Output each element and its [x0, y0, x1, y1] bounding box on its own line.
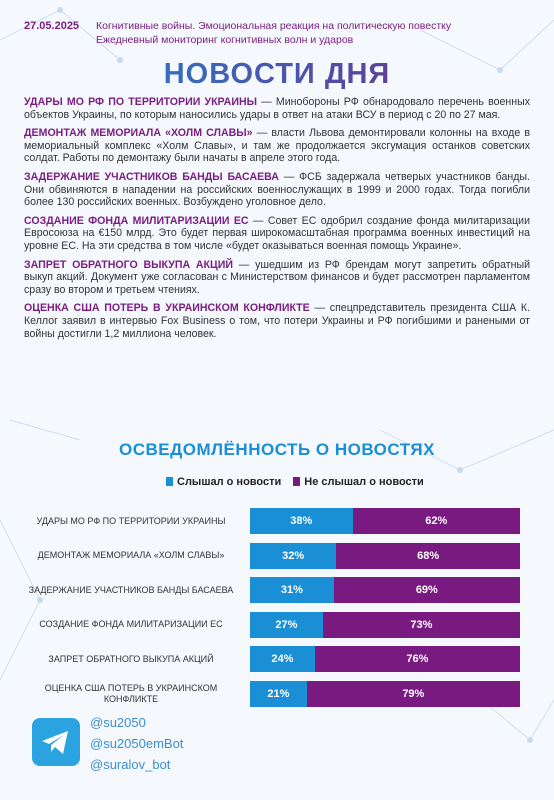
legend-swatch — [293, 477, 301, 486]
news-text: — ушедшим из РФ брендам могут запретить … — [24, 258, 531, 296]
value-label: 32% — [282, 549, 305, 562]
value-label: 62% — [425, 515, 448, 528]
chart-title: ОСВЕДОМЛЁННОСТЬ О НОВОСТЯХ — [119, 440, 435, 459]
value-label: 68% — [417, 549, 440, 562]
news-text: — Совет ЕС одобрил создание фонда милита… — [24, 214, 531, 252]
bar-track: 38% 62% — [250, 508, 520, 535]
handle: @su2050emBot — [90, 736, 184, 751]
news-title: ЗАДЕРЖАНИЕ УЧАСТНИКОВ БАНДЫ БАСАЕВА — [24, 170, 279, 183]
news-title: СОЗДАНИЕ ФОНДА МИЛИТАРИЗАЦИИ ЕС — [24, 214, 249, 227]
bar-track: 24% 76% — [250, 646, 520, 673]
chart-row: ЗАДЕРЖАНИЕ УЧАСТНИКОВ БАНДЫ БАСАЕВА 31% 69… — [24, 573, 534, 608]
value-label: 38% — [290, 515, 313, 528]
telegram-icon — [32, 718, 80, 766]
chart-row: ОЦЕНКА США ПОТЕРЬ В УКРАИНСКОМ КОНФЛИКТЕ… — [24, 677, 534, 712]
handle: @suralov_bot — [90, 757, 171, 772]
bar-track: 27% 73% — [250, 611, 520, 638]
news-title: УДАРЫ МО РФ ПО ТЕРРИТОРИИ УКРАИНЫ — [24, 96, 257, 108]
news-item: ЗАДЕРЖАНИЕ УЧАСТНИКОВ БАНДЫ БАСАЕВА — ФС… — [24, 171, 530, 209]
news-text: — спецпредставитель президента США К. Ке… — [24, 302, 531, 340]
bar-track: 31% 69% — [250, 577, 520, 604]
bar-segment: 68% — [336, 542, 520, 569]
header-line: Ежедневный мониторинг когнитивных волн и… — [96, 34, 354, 46]
bar-segment: 38% — [250, 508, 353, 535]
value-label: 76% — [406, 653, 429, 666]
news-text: — Минобороны РФ обнародовало перечень во… — [24, 96, 530, 121]
category-label: ЗАДЕРЖАНИЕ УЧАСТНИКОВ БАНДЫ БАСАЕВА — [28, 584, 234, 595]
page-title: НОВОСТИ ДНЯ — [0, 58, 554, 91]
news-title: ОЦЕНКА США ПОТЕРЬ В УКРАИНСКОМ КОНФЛИКТЕ — [24, 302, 310, 315]
chart: УДАРЫ МО РФ ПО ТЕРРИТОРИИ УКРАИНЫ 38% 62% Д… — [24, 504, 534, 711]
chart-row: СОЗДАНИЕ ФОНДА МИЛИТАРИЗАЦИИ ЕС 27% 73% — [24, 608, 534, 643]
bar-segment: 73% — [322, 611, 520, 638]
legend-entry: Слышал о новости — [166, 476, 281, 488]
bar-track: 21% 79% — [250, 680, 520, 707]
chart-row: УДАРЫ МО РФ ПО ТЕРРИТОРИИ УКРАИНЫ 38% 62% — [24, 504, 534, 539]
bar-segment: 21% — [250, 680, 307, 707]
legend-swatch — [166, 477, 173, 486]
chart-row: ДЕМОНТАЖ МЕМОРИАЛА «ХОЛМ СЛАВЫ» 32% 68% — [24, 539, 534, 574]
category-label: ОЦЕНКА США ПОТЕРЬ В УКРАИНСКОМ КОНФЛИКТЕ — [44, 682, 218, 704]
category-label: СОЗДАНИЕ ФОНДА МИЛИТАРИЗАЦИИ ЕС — [39, 619, 223, 630]
news-title: ЗАПРЕТ ОБРАТНОГО ВЫКУПА АКЦИЙ — [24, 258, 233, 271]
value-label: 79% — [402, 687, 425, 700]
news-list: УДАРЫ МО РФ ПО ТЕРРИТОРИИ УКРАИНЫ — Мино… — [24, 96, 530, 346]
date: 27.05.2025 — [24, 20, 80, 32]
category-label: ЗАПРЕТ ОБРАТНОГО ВЫКУПА АКЦИЙ — [48, 653, 214, 664]
value-label: 21% — [267, 687, 290, 700]
news-text: — власти Львова демонтировали колонны на… — [24, 127, 530, 165]
category-label: ДЕМОНТАЖ МЕМОРИАЛА «ХОЛМ СЛАВЫ» — [37, 550, 225, 561]
news-title: ДЕМОНТАЖ МЕМОРИАЛА «ХОЛМ СЛАВЫ» — [24, 127, 253, 140]
value-label: 24% — [271, 653, 294, 666]
value-label: 27% — [275, 618, 298, 631]
news-item: ОЦЕНКА США ПОТЕРЬ В УКРАИНСКОМ КОНФЛИКТЕ… — [24, 302, 530, 340]
bar-track: 32% 68% — [250, 542, 520, 569]
legend-entry: Не слышал о новости — [293, 476, 424, 488]
value-label: 31% — [280, 584, 303, 597]
bar-segment: 31% — [250, 577, 334, 604]
news-item: УДАРЫ МО РФ ПО ТЕРРИТОРИИ УКРАИНЫ — Мино… — [24, 96, 530, 121]
handles: @su2050 @su2050emBot @suralov_bot — [90, 712, 183, 775]
chart-row: ЗАПРЕТ ОБРАТНОГО ВЫКУПА АКЦИЙ 24% 76% — [24, 642, 534, 677]
legend: Слышал о новости Не слышал о новости — [166, 476, 424, 488]
legend-label: Не слышал о новости — [304, 476, 424, 488]
header-line: Когнитивные войны. Эмоциональная реакция… — [96, 20, 452, 32]
news-text: — ФСБ задержала четверых участников банд… — [24, 170, 530, 209]
bar-segment: 62% — [352, 508, 520, 535]
bar-segment: 76% — [314, 646, 520, 673]
bar-segment: 24% — [250, 646, 315, 673]
bar-segment: 69% — [333, 577, 520, 604]
bar-segment: 32% — [250, 542, 337, 569]
news-item: ДЕМОНТАЖ МЕМОРИАЛА «ХОЛМ СЛАВЫ» — власти… — [24, 127, 530, 165]
category-label: УДАРЫ МО РФ ПО ТЕРРИТОРИИ УКРАИНЫ — [36, 515, 226, 526]
news-item: СОЗДАНИЕ ФОНДА МИЛИТАРИЗАЦИИ ЕС — Совет … — [24, 215, 530, 253]
legend-label: Слышал о новости — [177, 476, 282, 488]
value-label: 69% — [415, 584, 438, 597]
bar-segment: 79% — [306, 680, 520, 707]
value-label: 73% — [410, 618, 433, 631]
news-item: ЗАПРЕТ ОБРАТНОГО ВЫКУПА АКЦИЙ — ушедшим … — [24, 259, 530, 297]
bar-segment: 27% — [250, 611, 323, 638]
handle: @su2050 — [90, 715, 146, 730]
